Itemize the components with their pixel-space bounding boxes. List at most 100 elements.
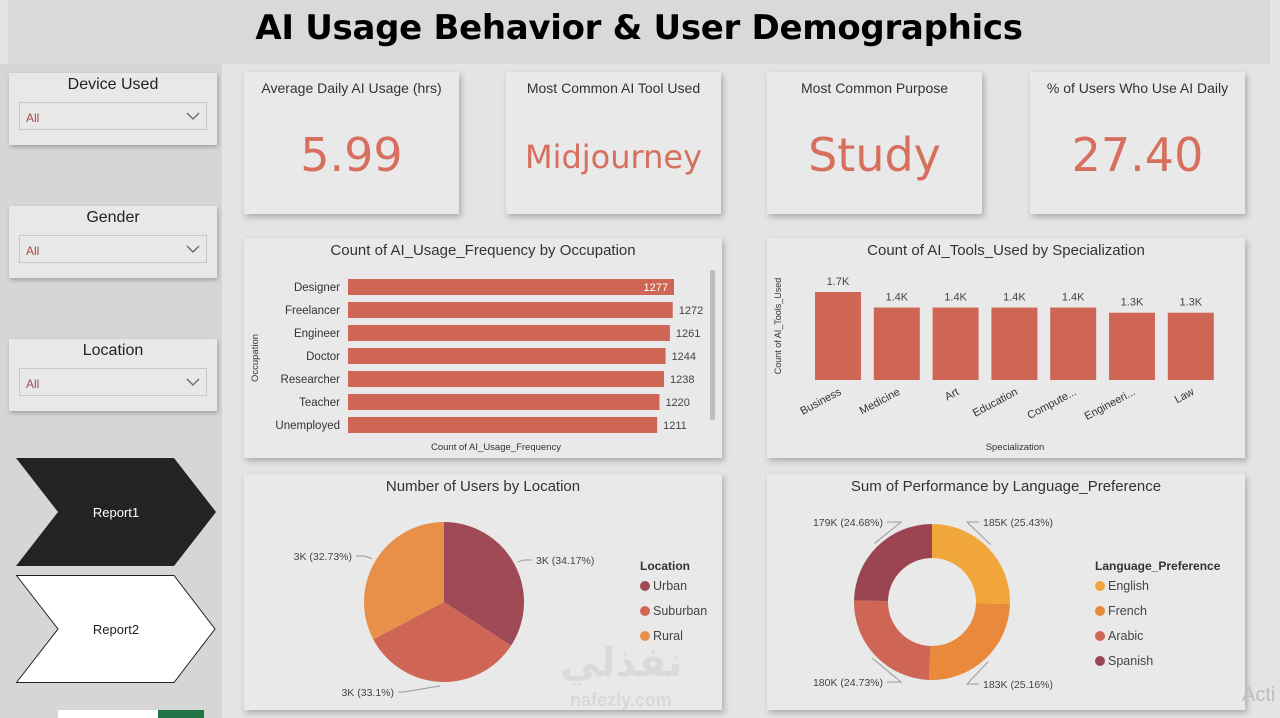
x-axis-title: Count of AI_Usage_Frequency [431,442,561,453]
scrollbar-thumb [710,270,715,420]
pie-slice [373,602,512,682]
activation-overlay-text: Acti [1242,684,1276,706]
location-pie-chart-svg: 3K (34.17%) 3K (33.1%) 3K (32.73%) Location… [294,522,707,699]
chart-title: Count of AI_Usage_Frequency by Occupatio… [330,242,636,259]
chevron-shape-icon [16,458,216,566]
pie-leader-line [517,559,532,563]
slicer-device-used: Device Used All [9,73,217,145]
column-category-label: Law [1173,386,1197,406]
location-pie-chart[interactable]: Number of Users by Location 3K (34.17%) 3… [244,474,722,710]
pie-slice [364,522,444,640]
bar-category-label: Doctor [306,351,340,363]
watermark-text: nafezly.com [570,690,672,710]
gender-dropdown[interactable]: All [19,235,207,263]
column-category-label: Compute... [1025,386,1078,422]
bar-category-label: Unemployed [275,420,340,432]
kpi-value: Midjourney [524,138,703,176]
bar [348,325,670,341]
slicer-title: Device Used [67,76,159,93]
bar-data-label: 1277 [644,282,668,294]
bar [348,302,673,318]
report1-button[interactable]: Report1 [16,458,216,566]
kpi-value: 27.40 [1071,128,1204,182]
column-data-label: 1.4K [1062,292,1085,304]
column-data-label: 1.4K [885,292,908,304]
slicer-gender: Gender All [9,206,217,278]
chevron-down-icon [186,245,200,253]
chart-title: Number of Users by Location [385,478,581,495]
legend-label: French [1108,604,1147,618]
bar-data-label: 1238 [670,374,694,386]
column-data-label: 1.4K [1003,292,1026,304]
column-data-label: 1.3K [1121,297,1144,309]
pie-leader-line [874,521,903,544]
pie-data-label: 185K (25.43%) [983,517,1053,529]
y-axis-title: Count of AI_Tools_Used [773,278,783,375]
bar [348,279,674,295]
legend-marker [1095,606,1105,616]
pie-data-label: 3K (32.73%) [294,551,352,563]
dropdown-value: All [26,111,40,125]
slicer-title: Gender [86,209,140,226]
column [932,307,979,380]
kpi-card-daily-users: % of Users Who Use AI Daily 27.40 [1030,72,1245,214]
specialization-column-chart-svg: 1.7K Business 1.4K Medicine 1.4K Art 1.4K Educa… [773,276,1214,453]
bar-data-label: 1244 [672,351,696,363]
report2-button[interactable]: Report2 [16,575,216,683]
legend-label: English [1108,579,1149,593]
title-bar: AI Usage Behavior & User Demographics [8,0,1270,64]
occupation-bar-chart[interactable]: Count of AI_Usage_Frequency by Occupatio… [244,238,722,458]
column-category-label: Art [943,386,961,403]
bar-category-label: Researcher [281,374,341,386]
column-data-label: 1.7K [827,276,850,288]
occupation-bar-chart-svg: Designer 1277 Freelancer 1272 Engineer 1261 Do… [250,270,715,453]
kpi-card-avg-usage: Average Daily AI Usage (hrs) 5.99 [244,72,459,214]
pie-leader-line [872,657,903,683]
report1-label: Report1 [92,505,140,520]
legend-title: Language_Preference [1095,559,1221,573]
specialization-column-chart[interactable]: Count of AI_Tools_Used by Specialization… [767,238,1245,458]
bar-category-label: Designer [294,282,340,294]
kpi-title: % of Users Who Use AI Daily [1046,80,1229,96]
legend-label: Spanish [1108,654,1153,668]
taskbar-strip [58,710,158,718]
pie-leader-line [965,521,992,546]
language-donut-chart[interactable]: Sum of Performance by Language_Preferenc… [767,474,1245,710]
slicer-title: Location [82,342,144,359]
pie-slice [932,524,1010,605]
column-data-label: 1.3K [1179,297,1202,309]
sidebar: Device Used All Gender All Location All … [0,64,222,718]
column [991,307,1038,380]
kpi-title: Most Common Purpose [800,80,949,96]
column [1050,307,1097,380]
bar-category-label: Teacher [299,397,340,409]
bar [348,348,666,364]
bar-data-label: 1211 [663,420,687,432]
legend-label: Arabic [1108,629,1143,643]
taskbar-app-indicator [158,710,204,718]
kpi-title: Average Daily AI Usage (hrs) [261,80,442,96]
bar [348,417,658,433]
device-used-dropdown[interactable]: All [19,102,207,130]
kpi-value: Study [808,128,941,182]
page-title: AI Usage Behavior & User Demographics [255,8,1023,48]
chart-title: Sum of Performance by Language_Preferenc… [850,478,1162,495]
pie-data-label: 179K (24.68%) [813,517,883,529]
pie-data-label: 180K (24.73%) [813,677,883,689]
pie-data-label: 3K (34.17%) [536,555,594,567]
slicer-location: Location All [9,339,217,411]
location-dropdown[interactable]: All [19,368,207,396]
pie-slice [929,603,1010,680]
chevron-down-icon [186,112,200,120]
y-axis-title: Occupation [250,334,261,382]
column [873,307,920,380]
column [1109,312,1155,380]
pie-leader-line [965,661,989,685]
bar [348,394,660,410]
legend-label: Rural [653,629,683,643]
legend-marker [1095,581,1105,591]
pie-leader-line [398,685,441,693]
pie-data-label: 3K (33.1%) [341,687,394,699]
bar [348,371,665,387]
pie-leader-line [356,555,373,560]
